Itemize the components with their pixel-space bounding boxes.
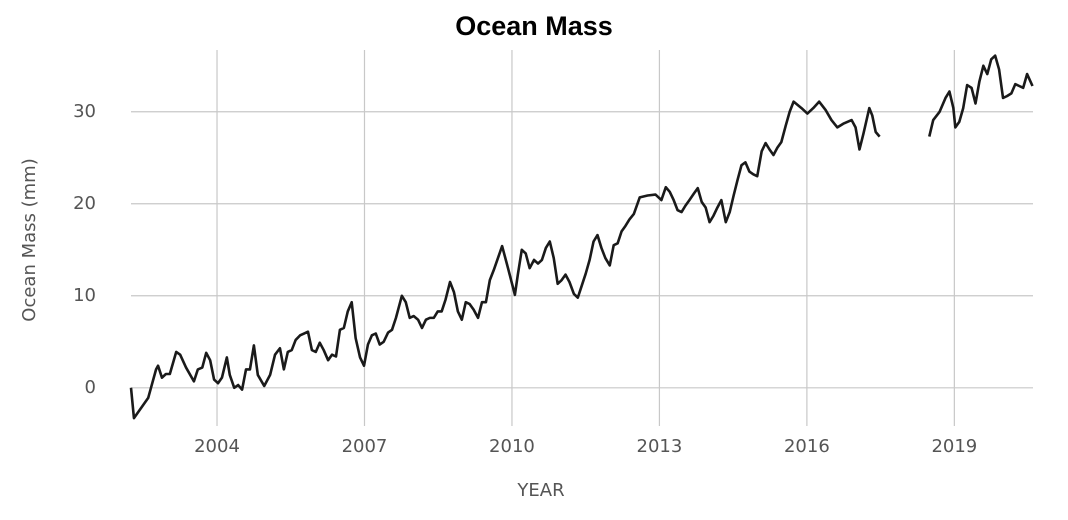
x-tick-label: 2010 [489, 436, 535, 457]
x-tick-label: 2013 [637, 436, 683, 457]
data-line [129, 100, 881, 420]
y-tick-label: 20 [73, 193, 96, 214]
y-tick-label: 0 [85, 377, 96, 398]
y-tick-label: 30 [73, 101, 96, 122]
x-tick-label: 2019 [931, 436, 977, 457]
data-line [928, 54, 1034, 137]
x-axis-label: YEAR [516, 480, 564, 501]
x-tick-label: 2016 [784, 436, 830, 457]
y-tick-label: 10 [73, 285, 96, 306]
x-tick-label: 2004 [194, 436, 240, 457]
chart-title: Ocean Mass [455, 11, 613, 41]
y-axis-label: Ocean Mass (mm) [19, 158, 40, 321]
x-tick-label: 2007 [342, 436, 388, 457]
